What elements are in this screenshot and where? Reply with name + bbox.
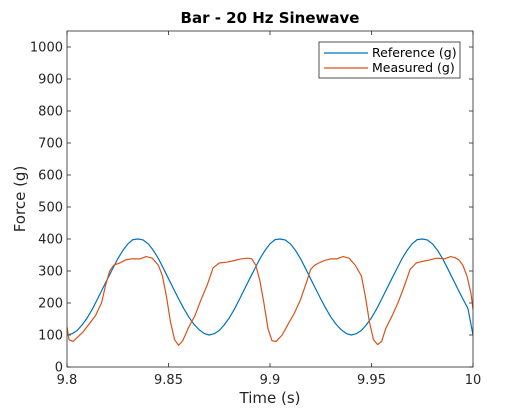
series-layer: [67, 238, 473, 346]
axes-box: [66, 30, 474, 368]
y-tick-label: 300: [38, 265, 63, 280]
legend: Reference (g) Measured (g): [318, 41, 461, 79]
y-tick-label: 200: [38, 297, 63, 312]
y-tick-label: 700: [38, 137, 63, 152]
chart-title: Bar - 20 Hz Sinewave: [181, 9, 360, 27]
x-axis-label: Time (s): [239, 389, 301, 407]
legend-box: [318, 41, 461, 79]
y-tick-label: 400: [38, 233, 63, 248]
y-tick-label: 1000: [30, 41, 63, 56]
x-tick-label: 9.9: [260, 373, 281, 388]
y-tick-label: 900: [38, 73, 63, 88]
x-tick-label: 9.95: [357, 373, 386, 388]
x-tick-label: 10: [465, 373, 482, 388]
x-tick-label: 9.85: [154, 373, 183, 388]
x-tick-label: 9.8: [57, 373, 78, 388]
legend-label-reference: Reference (g): [372, 45, 457, 60]
tick-labels: 9.8 9.85 9.9 9.95 10010020030040050060070080…: [30, 41, 481, 389]
y-axis-label: Force (g): [11, 166, 29, 233]
reference-series-line: [67, 238, 473, 336]
y-tick-label: 600: [38, 169, 63, 184]
y-tick-label: 800: [38, 105, 63, 120]
y-tick-label: 0: [55, 361, 63, 376]
y-tick-label: 500: [38, 201, 63, 216]
plot-area: [67, 31, 473, 367]
measured-series-line: [67, 256, 473, 346]
legend-label-measured: Measured (g): [372, 60, 455, 75]
y-tick-label: 100: [38, 329, 63, 344]
